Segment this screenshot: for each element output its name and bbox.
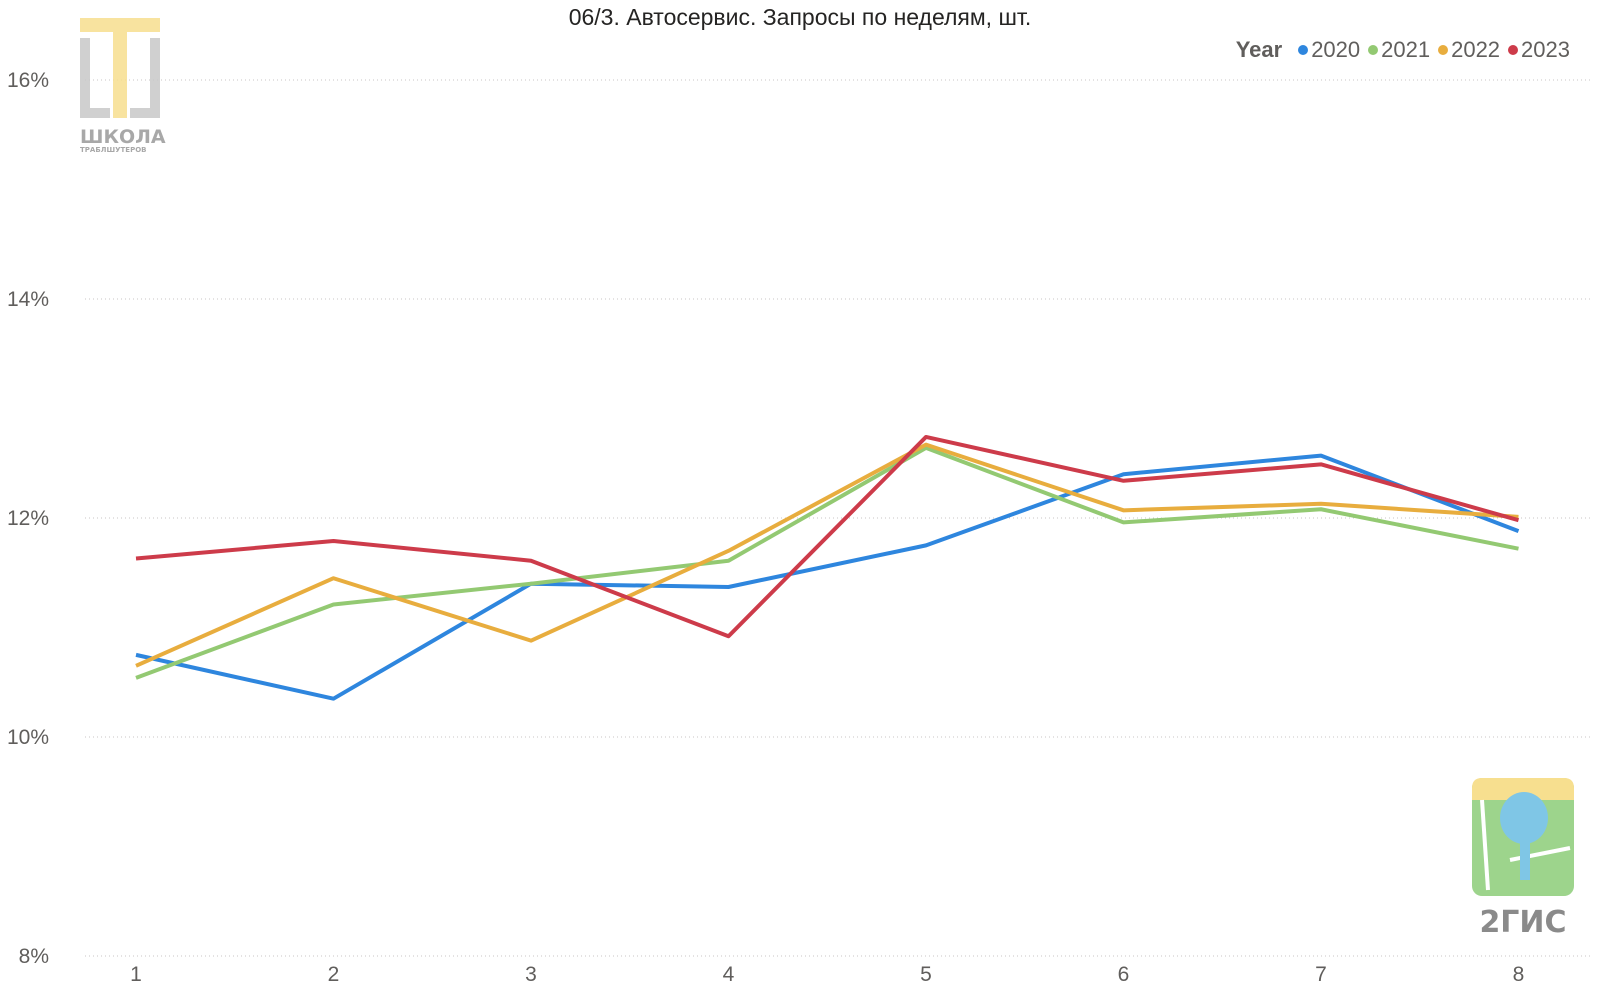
legend-dot	[1298, 45, 1309, 55]
legend-dot	[1438, 45, 1449, 55]
legend-label: 2020	[1311, 37, 1361, 62]
legend-label: 2022	[1451, 37, 1501, 62]
legend: Year 2020 2021 2022 2023	[1236, 37, 1570, 63]
x-tick-label: 4	[723, 963, 735, 986]
x-tick-label: 6	[1118, 963, 1130, 986]
y-tick-label: 14%	[7, 288, 49, 311]
legend-item-2021[interactable]: 2021	[1368, 37, 1430, 63]
legend-item-2022[interactable]: 2022	[1438, 37, 1500, 63]
legend-title: Year	[1235, 37, 1283, 62]
svg-text:ШКОЛА: ШКОЛА	[80, 126, 166, 148]
x-tick-label: 3	[525, 963, 537, 986]
svg-text:ТРАБЛШУТЕРОВ: ТРАБЛШУТЕРОВ	[80, 146, 147, 154]
gridlines	[85, 79, 1590, 957]
series-line-2023	[135, 434, 1520, 639]
y-tick-label: 10%	[7, 726, 49, 749]
legend-item-2023[interactable]: 2023	[1508, 37, 1570, 63]
series-line-2021	[135, 445, 1519, 680]
series-lines	[135, 434, 1520, 701]
x-tick-label: 5	[920, 963, 932, 986]
legend-items: 2020 2021 2022 2023	[1290, 37, 1570, 63]
legend-label: 2023	[1521, 37, 1570, 62]
legend-dot	[1508, 45, 1519, 55]
x-tick-label: 8	[1513, 963, 1525, 986]
y-tick-label: 8%	[19, 945, 49, 968]
legend-dot	[1368, 45, 1379, 55]
x-tick-label: 7	[1315, 963, 1327, 986]
x-axis: 1 2 3 4 5 6 7 8	[130, 963, 1524, 986]
school-logo: ШКОЛА ТРАБЛШУТЕРОВ	[80, 18, 166, 154]
y-tick-label: 12%	[7, 507, 49, 530]
legend-item-2020[interactable]: 2020	[1298, 37, 1360, 63]
series-line-2022	[135, 442, 1519, 668]
y-axis: 8% 10% 12% 14% 16%	[7, 69, 49, 968]
x-tick-label: 2	[328, 963, 340, 986]
gis-logo: 2ГИС	[1472, 778, 1574, 940]
x-tick-label: 1	[130, 963, 142, 986]
chart-title: 06/3. Автосервис. Запросы по неделям, шт…	[568, 4, 1032, 30]
series-line-2020	[135, 453, 1520, 701]
legend-label: 2021	[1381, 37, 1431, 62]
y-tick-label: 16%	[7, 69, 49, 92]
svg-text:2ГИС: 2ГИС	[1479, 905, 1566, 940]
